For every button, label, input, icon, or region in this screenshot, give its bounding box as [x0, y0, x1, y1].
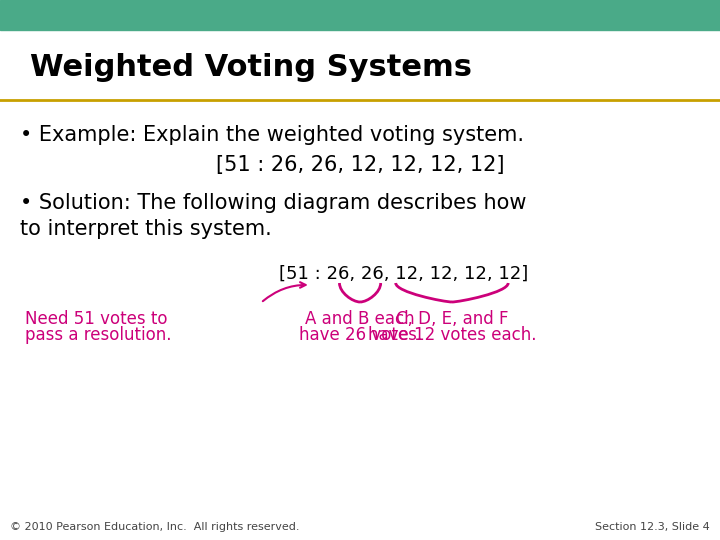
- Text: Need 51 votes to: Need 51 votes to: [25, 310, 168, 328]
- Bar: [0, 0, 720, 30]
- Text: [51 : 26, 26, 12, 12, 12, 12]: [51 : 26, 26, 12, 12, 12, 12]: [216, 155, 504, 175]
- Text: C, D, E, and F: C, D, E, and F: [396, 310, 508, 328]
- Text: to interpret this system.: to interpret this system.: [20, 219, 271, 239]
- Text: have 12 votes each.: have 12 votes each.: [368, 326, 536, 344]
- Text: Weighted Voting Systems: Weighted Voting Systems: [30, 53, 472, 83]
- Text: [51 : 26, 26, 12, 12, 12, 12]: [51 : 26, 26, 12, 12, 12, 12]: [279, 265, 528, 283]
- Text: A and B each: A and B each: [305, 310, 415, 328]
- Text: © 2010 Pearson Education, Inc.  All rights reserved.: © 2010 Pearson Education, Inc. All right…: [10, 522, 300, 532]
- Text: pass a resolution.: pass a resolution.: [25, 326, 171, 344]
- Text: Section 12.3, Slide 4: Section 12.3, Slide 4: [595, 522, 710, 532]
- Text: have 26 votes.: have 26 votes.: [299, 326, 422, 344]
- Text: • Solution: The following diagram describes how: • Solution: The following diagram descri…: [20, 193, 526, 213]
- Text: • Example: Explain the weighted voting system.: • Example: Explain the weighted voting s…: [20, 125, 524, 145]
